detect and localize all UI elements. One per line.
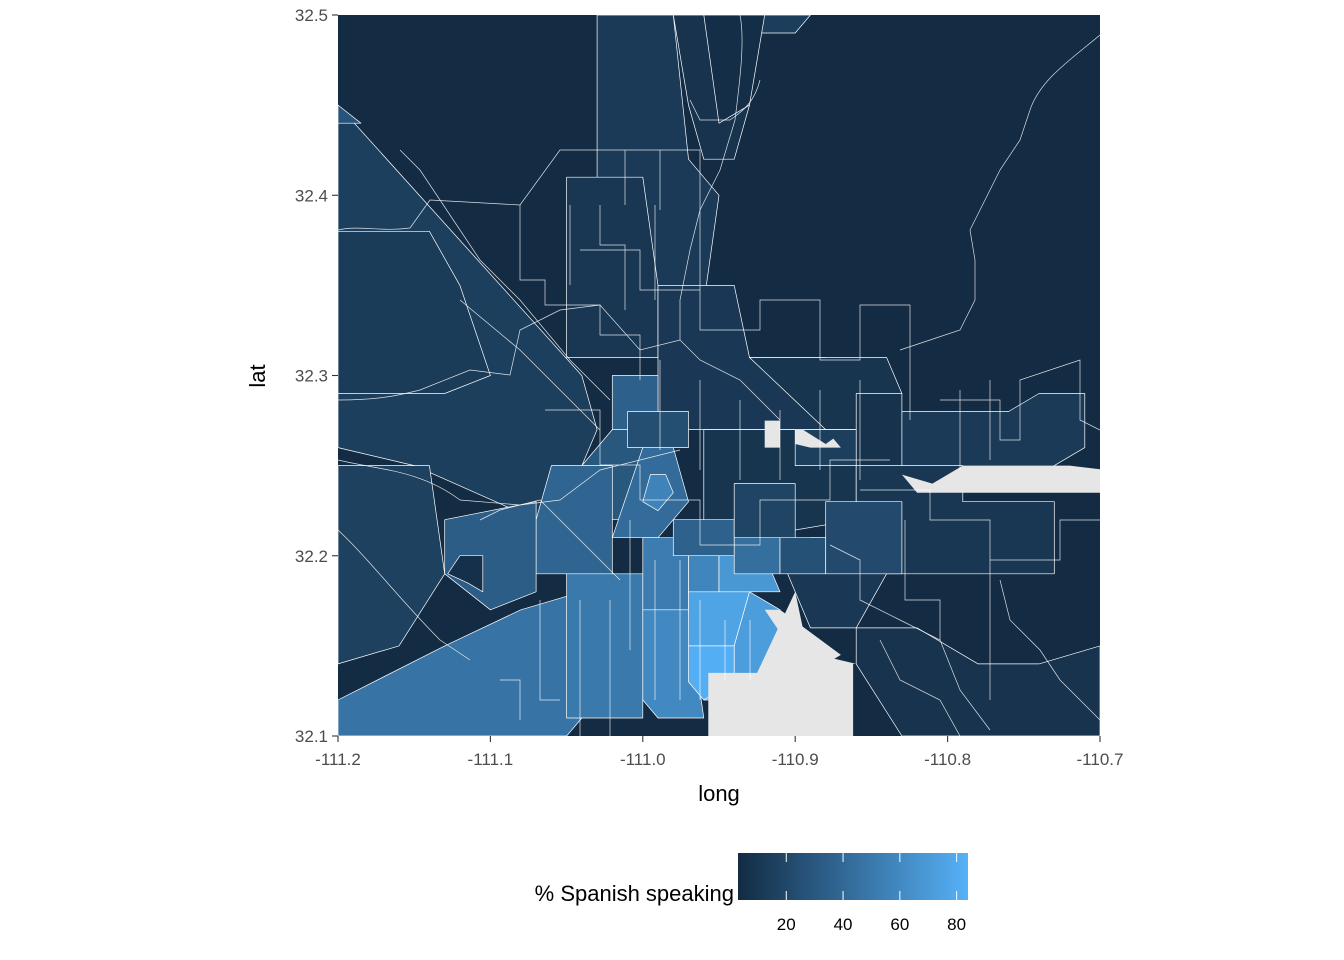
legend-tick-label: 60 bbox=[890, 915, 909, 934]
missing-data-area bbox=[901, 465, 1100, 493]
missing-data-area bbox=[795, 429, 841, 448]
x-tick-label: -111.2 bbox=[315, 750, 361, 769]
census-tract bbox=[627, 411, 689, 448]
y-tick-label: 32.3 bbox=[295, 367, 328, 386]
boundary-line bbox=[399, 149, 611, 401]
boundary-line bbox=[569, 150, 661, 310]
y-axis: 32.1 32.2 32.3 32.4 32.5 bbox=[295, 6, 338, 746]
map-panel bbox=[338, 15, 1100, 736]
boundary-line bbox=[860, 489, 1100, 700]
legend-colorbar bbox=[738, 853, 968, 900]
x-tick-label: -111.1 bbox=[468, 750, 514, 769]
missing-data-area bbox=[764, 609, 841, 664]
census-tract bbox=[825, 501, 903, 575]
boundary-line bbox=[679, 15, 743, 340]
boundary-line bbox=[940, 359, 1100, 470]
missing-data-area bbox=[764, 420, 780, 448]
x-axis-title: long bbox=[698, 781, 740, 806]
census-tract bbox=[733, 537, 781, 575]
census-tract bbox=[566, 573, 644, 719]
x-tick-label: -110.7 bbox=[1077, 750, 1124, 769]
tract-boundaries bbox=[338, 15, 1100, 736]
legend-tick-label: 40 bbox=[834, 915, 853, 934]
y-tick-label: 32.5 bbox=[295, 6, 328, 25]
legend: % Spanish speaking 20 40 60 80 bbox=[535, 853, 968, 934]
x-axis: -111.2 -111.1 -111.0 -110.9 -110.8 -110.7 bbox=[315, 736, 1123, 769]
boundary-line bbox=[338, 449, 681, 506]
boundary-line bbox=[829, 544, 991, 736]
legend-title: % Spanish speaking bbox=[535, 881, 734, 906]
boundary-line bbox=[689, 79, 761, 121]
x-tick-label: -110.8 bbox=[924, 750, 971, 769]
boundary-line bbox=[545, 409, 890, 546]
boundary-line bbox=[999, 579, 1100, 721]
census-tract bbox=[733, 483, 796, 539]
y-tick-label: 32.2 bbox=[295, 547, 328, 566]
x-tick-label: -111.0 bbox=[620, 750, 666, 769]
missing-data-area bbox=[708, 591, 857, 736]
boundary-line bbox=[899, 34, 1100, 351]
boundary-line bbox=[659, 360, 861, 480]
census-tract bbox=[642, 474, 674, 512]
legend-ticks: 20 40 60 80 bbox=[777, 853, 966, 934]
census-tract bbox=[338, 104, 362, 124]
boundary-line bbox=[580, 249, 911, 420]
x-tick-label: -110.9 bbox=[772, 750, 819, 769]
boundary-line bbox=[338, 529, 471, 661]
census-tract bbox=[338, 465, 446, 665]
y-tick-label: 32.4 bbox=[295, 186, 328, 205]
census-tract bbox=[855, 627, 1100, 736]
boundary-line bbox=[459, 299, 601, 431]
census-tract bbox=[688, 555, 720, 593]
census-tract bbox=[447, 555, 484, 593]
census-tract bbox=[672, 519, 735, 557]
boundary-line bbox=[519, 205, 641, 380]
census-tract bbox=[535, 465, 613, 575]
legend-tick-label: 20 bbox=[777, 915, 796, 934]
legend-tick-label: 80 bbox=[947, 915, 966, 934]
census-tract bbox=[779, 537, 827, 575]
census-tract bbox=[703, 15, 766, 124]
census-tract bbox=[566, 176, 659, 358]
census-tract bbox=[338, 230, 491, 394]
census-tracts bbox=[338, 15, 1100, 736]
boundary-line bbox=[338, 304, 781, 421]
missing-data-areas bbox=[708, 420, 1100, 736]
boundary-line bbox=[629, 520, 751, 700]
boundary-line bbox=[338, 149, 701, 290]
y-axis-title: lat bbox=[245, 364, 270, 387]
y-tick-label: 32.1 bbox=[295, 727, 328, 746]
boundary-line bbox=[479, 499, 621, 736]
